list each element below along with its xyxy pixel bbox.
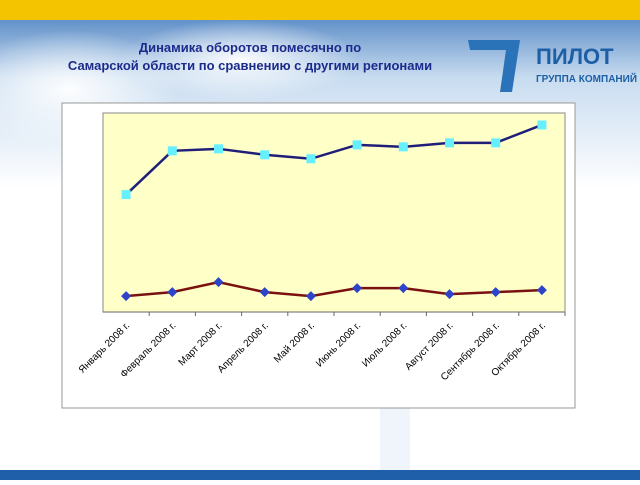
logo-mark	[468, 40, 520, 92]
marker	[214, 144, 223, 154]
marker	[491, 138, 501, 148]
marker	[352, 140, 362, 150]
marker	[121, 291, 132, 302]
marker	[260, 150, 270, 160]
marker	[121, 190, 131, 200]
marker	[490, 287, 501, 298]
marker	[167, 287, 178, 298]
marker	[537, 120, 547, 130]
marker	[213, 277, 224, 288]
top-band	[0, 0, 640, 20]
cloud	[120, 20, 360, 100]
marker	[444, 289, 455, 300]
logo-subtitle: ГРУППА КОМПАНИЙ	[536, 72, 637, 85]
marker	[398, 283, 409, 294]
line	[125, 280, 542, 298]
marker	[445, 138, 454, 148]
logo-name: ПИЛОТ	[536, 44, 614, 69]
marker	[167, 146, 177, 156]
logo: ПИЛОТ ГРУППА КОМПАНИЙ	[468, 40, 637, 92]
marker	[398, 142, 408, 152]
marker	[352, 283, 363, 294]
marker	[306, 154, 316, 164]
plot-area	[102, 112, 566, 313]
marker	[305, 291, 316, 302]
line	[125, 123, 543, 196]
chart-title: Динамика оборотов помесячно по Самарской …	[68, 40, 432, 73]
marker	[259, 287, 270, 298]
bottom-band	[0, 470, 640, 480]
marker	[536, 285, 547, 296]
